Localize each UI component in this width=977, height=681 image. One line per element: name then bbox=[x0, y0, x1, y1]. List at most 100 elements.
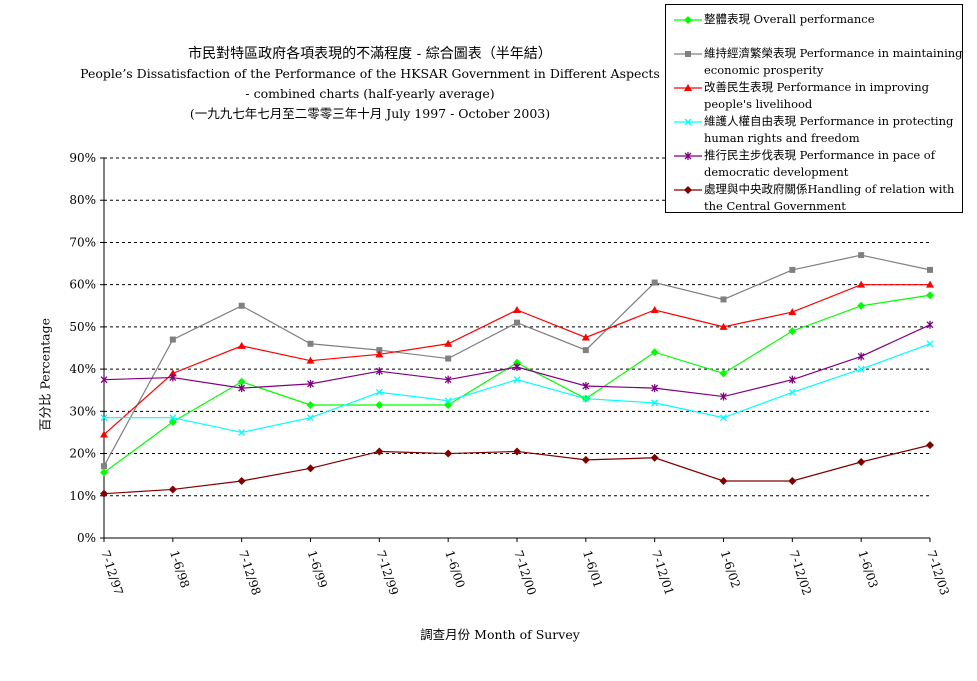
data-point bbox=[926, 441, 934, 450]
y-tick-label: 70% bbox=[69, 235, 96, 249]
data-point bbox=[306, 356, 315, 364]
data-point bbox=[788, 477, 797, 485]
legend-label: 維護人權自由表現 Performance in protecting human… bbox=[704, 114, 954, 145]
y-tick-label: 80% bbox=[69, 193, 96, 207]
legend-label: 推行民主步伐表現 Performance in pace of democrat… bbox=[704, 148, 935, 179]
data-point bbox=[927, 266, 933, 273]
data-point bbox=[857, 352, 865, 361]
data-point bbox=[857, 280, 866, 288]
legend-entry-livelihood: 改善民生表現 Performance in improving people's… bbox=[674, 79, 966, 113]
series-markers bbox=[100, 252, 934, 498]
legend-entry-overall: 整體表現 Overall performance bbox=[674, 11, 966, 28]
data-point bbox=[307, 379, 314, 388]
data-point bbox=[238, 302, 245, 309]
data-point bbox=[237, 477, 246, 485]
data-point bbox=[650, 453, 659, 462]
x-axis-label: 調查月份 Month of Survey bbox=[420, 627, 580, 642]
y-tick-label: 90% bbox=[69, 151, 96, 165]
data-point bbox=[168, 485, 177, 494]
data-point bbox=[375, 388, 383, 396]
data-point bbox=[100, 468, 108, 477]
x-tick-label: 7-12/97 bbox=[98, 549, 126, 597]
data-point bbox=[306, 401, 315, 409]
data-point bbox=[307, 414, 314, 422]
data-point bbox=[650, 306, 659, 313]
data-point bbox=[582, 347, 589, 354]
data-point bbox=[719, 369, 728, 378]
chart-title-block: 市民對特區政府各項表現的不滿程度 - 綜合圖表（半年結） People’s Di… bbox=[40, 44, 700, 124]
data-point bbox=[789, 266, 796, 273]
legend-entry-economy: 維持經濟繁榮表現 Performance in maintaining econ… bbox=[674, 45, 966, 79]
series-line bbox=[104, 343, 931, 434]
data-point bbox=[514, 319, 520, 326]
y-tick-label: 20% bbox=[69, 447, 96, 461]
y-tick-label: 40% bbox=[69, 362, 96, 376]
data-point bbox=[858, 252, 865, 259]
data-point bbox=[306, 464, 315, 473]
chart-title-chinese: 市民對特區政府各項表現的不滿程度 - 綜合圖表（半年結） bbox=[188, 46, 552, 62]
data-point bbox=[375, 367, 383, 376]
data-point bbox=[926, 340, 934, 348]
x-tick-label: 1-6/02 bbox=[718, 549, 743, 590]
data-point bbox=[720, 296, 727, 303]
data-point bbox=[307, 340, 314, 347]
legend-label: 維持經濟繁榮表現 Performance in maintaining econ… bbox=[704, 46, 963, 77]
legend-label: 改善民生表現 Performance in improving people's… bbox=[704, 80, 929, 111]
data-point bbox=[169, 336, 176, 343]
x-tick-label: 7-12/02 bbox=[786, 549, 814, 597]
data-point bbox=[513, 363, 521, 371]
data-point bbox=[375, 401, 384, 409]
y-tick-label: 0% bbox=[77, 531, 96, 545]
legend-label: 整體表現 Overall performance bbox=[704, 12, 875, 26]
legend-marker-star-purple bbox=[674, 152, 702, 160]
chart-title-english: People’s Dissatisfaction of the Performa… bbox=[80, 66, 660, 81]
legend-marker-square-grey bbox=[674, 51, 702, 57]
legend-label: 處理與中央政府關係Handling of relation with the C… bbox=[704, 182, 955, 213]
data-point bbox=[857, 365, 865, 373]
x-tick-label: 1-6/98 bbox=[167, 549, 192, 590]
data-point bbox=[582, 382, 590, 390]
x-tick-label: 1-6/03 bbox=[855, 549, 880, 590]
data-point bbox=[444, 401, 453, 409]
legend-marker-diamond-green bbox=[674, 16, 702, 24]
legend-entry-democracy: 推行民主步伐表現 Performance in pace of democrat… bbox=[674, 147, 966, 181]
x-tick-label: 1-6/99 bbox=[305, 549, 330, 590]
data-point bbox=[376, 347, 383, 354]
data-point bbox=[650, 348, 659, 357]
data-point bbox=[926, 291, 934, 300]
data-point bbox=[444, 397, 452, 405]
data-point bbox=[237, 341, 246, 349]
data-point bbox=[168, 369, 177, 377]
data-point bbox=[100, 375, 108, 384]
data-point bbox=[445, 355, 452, 362]
data-point bbox=[926, 280, 934, 288]
legend-entry-central-govt: 處理與中央政府關係Handling of relation with the C… bbox=[674, 181, 966, 215]
y-tick-label: 60% bbox=[69, 278, 96, 292]
y-axis-label: 百分比 Percentage bbox=[37, 317, 53, 432]
data-point bbox=[651, 279, 658, 286]
x-tick-label: 7-12/00 bbox=[511, 549, 539, 597]
data-point bbox=[788, 308, 797, 316]
legend-marker-triangle-red bbox=[674, 84, 702, 91]
y-tick-label: 50% bbox=[69, 320, 96, 334]
series-lines bbox=[103, 254, 931, 495]
y-tick-label: 30% bbox=[69, 404, 96, 418]
data-point bbox=[238, 384, 246, 393]
legend-marker-x-cyan bbox=[674, 118, 702, 126]
axes bbox=[100, 157, 931, 542]
data-point bbox=[857, 301, 866, 310]
data-point bbox=[581, 333, 590, 341]
data-point bbox=[100, 430, 108, 438]
data-point bbox=[719, 477, 728, 485]
legend-marker-diamond-darkred bbox=[674, 186, 702, 194]
data-point bbox=[651, 399, 659, 407]
data-point bbox=[788, 388, 796, 396]
data-point bbox=[375, 447, 384, 456]
data-point bbox=[169, 373, 177, 382]
data-point bbox=[444, 449, 453, 458]
chart-period: (一九九七年七月至二零零三年十月 July 1997 - October 200… bbox=[189, 106, 551, 121]
data-point bbox=[582, 395, 590, 403]
x-tick-label: 7-12/01 bbox=[649, 549, 677, 597]
x-tick-labels: 7-12/97 1-6/98 7-12/98 1-6/99 7-12/99 1-6/00 7… bbox=[98, 549, 952, 597]
